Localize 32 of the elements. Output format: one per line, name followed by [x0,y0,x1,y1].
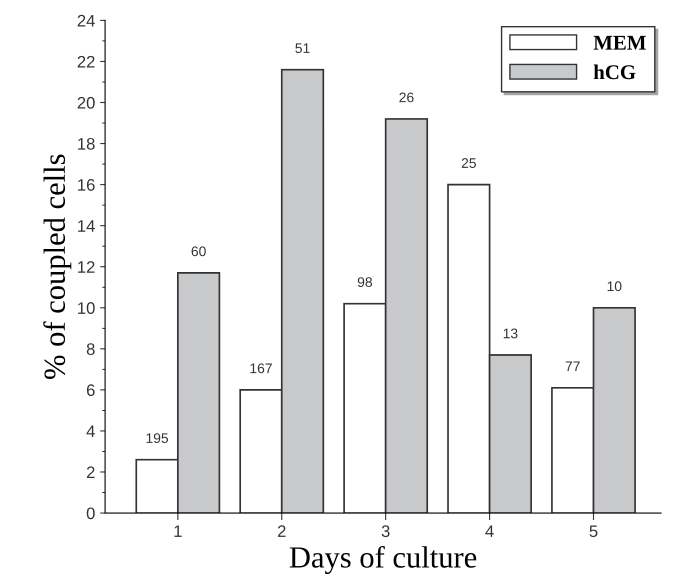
annotation: 167 [250,363,272,374]
legend-label: hCG [594,64,636,80]
annotation: 195 [146,433,168,444]
annotation: 51 [295,43,310,54]
y-tick-label: 4 [86,426,95,437]
legend-label: MEM [594,36,646,50]
y-tick-label: 8 [86,343,95,356]
y-axis-title: % of coupled cells [43,154,72,379]
x-tick-label: 1 [174,525,182,537]
annotation: 26 [399,92,414,102]
y-tick-label: 10 [78,302,95,314]
y-tick-label: 6 [86,384,95,396]
annotation: 98 [358,277,372,288]
y-tick-label: 24 [78,14,95,26]
y-tick-label: 18 [78,138,95,150]
x-axis-title: Days of culture [290,546,476,574]
y-tick-label: 12 [78,261,95,273]
x-tick-label: 4 [485,525,494,537]
y-tick-label: 2 [86,466,95,478]
y-tick-label: 22 [78,56,95,68]
annotation: 77 [566,362,580,372]
y-tick-label: 14 [78,220,95,232]
y-tick-label: 0 [86,507,95,520]
y-tick-label: 20 [78,96,95,109]
x-tick-label: 5 [590,525,598,538]
x-tick-label: 2 [278,525,286,537]
annotation: 25 [462,158,476,168]
y-tick-label: 16 [78,179,95,191]
annotation: 60 [192,246,206,256]
annotation: 13 [504,328,518,338]
annotation: 10 [608,281,622,292]
x-tick-label: 3 [382,525,390,538]
